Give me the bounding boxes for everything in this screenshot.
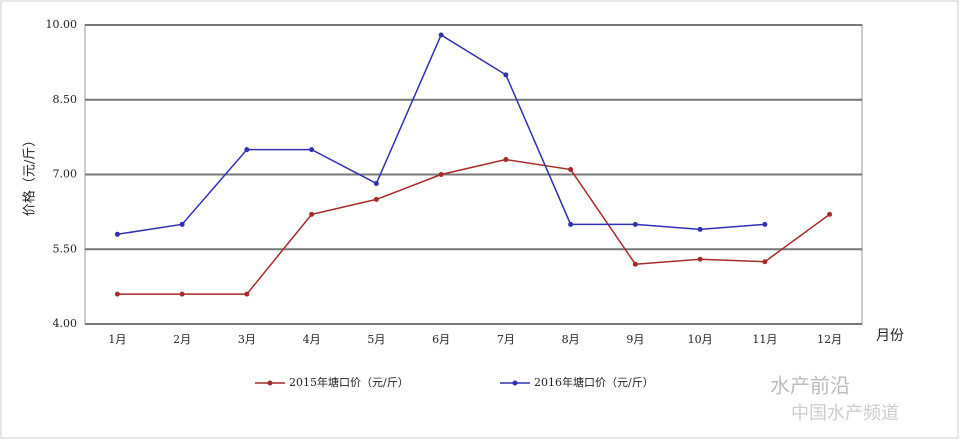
x-tick-label: 9月 — [626, 333, 644, 346]
point — [179, 221, 185, 227]
watermark: 水产前沿 — [770, 374, 850, 398]
point — [309, 211, 315, 217]
y-tick-label: 5.50 — [53, 242, 78, 255]
point — [244, 291, 250, 297]
y-axis-title: 价格（元/斤） — [22, 134, 38, 216]
watermark: 中国水产频道 — [791, 403, 899, 424]
legend-swatch — [512, 380, 518, 386]
point — [632, 221, 638, 227]
point — [114, 231, 120, 237]
x-tick-label: 11月 — [752, 333, 777, 346]
point — [697, 226, 703, 232]
y-tick-label: 4.00 — [53, 317, 78, 330]
x-tick-label: 1月 — [108, 333, 126, 346]
x-tick-label: 6月 — [432, 333, 450, 346]
y-tick-label: 10.00 — [46, 18, 78, 31]
x-tick-label: 5月 — [367, 333, 385, 346]
x-tick-label: 4月 — [303, 333, 321, 346]
legend-swatch — [267, 380, 273, 386]
point — [762, 221, 768, 227]
point — [568, 221, 574, 227]
x-tick-label: 3月 — [238, 333, 256, 346]
point — [762, 259, 768, 265]
point — [114, 291, 120, 297]
series-line — [117, 158, 831, 295]
point — [697, 256, 703, 262]
x-tick-label: 10月 — [688, 333, 713, 346]
point — [244, 147, 250, 153]
series-line — [117, 33, 765, 236]
point — [503, 72, 509, 78]
x-axis-title: 月份 — [876, 328, 904, 344]
legend-label: 2016年塘口价（元/斤） — [534, 375, 654, 389]
point — [568, 167, 574, 173]
point — [373, 196, 379, 202]
y-tick-label: 8.50 — [53, 93, 78, 106]
x-tick-label: 12月 — [817, 333, 842, 346]
point — [632, 261, 638, 267]
point — [503, 157, 509, 163]
point — [309, 147, 315, 153]
x-tick-label: 2月 — [173, 333, 191, 346]
point — [179, 291, 185, 297]
x-tick-label: 7月 — [497, 333, 515, 346]
y-tick-label: 7.00 — [53, 168, 78, 181]
x-tick-label: 8月 — [562, 333, 580, 346]
point — [827, 211, 833, 217]
legend-label: 2015年塘口价（元/斤） — [289, 375, 409, 389]
point — [438, 32, 444, 38]
point — [438, 172, 444, 177]
point — [373, 180, 379, 186]
